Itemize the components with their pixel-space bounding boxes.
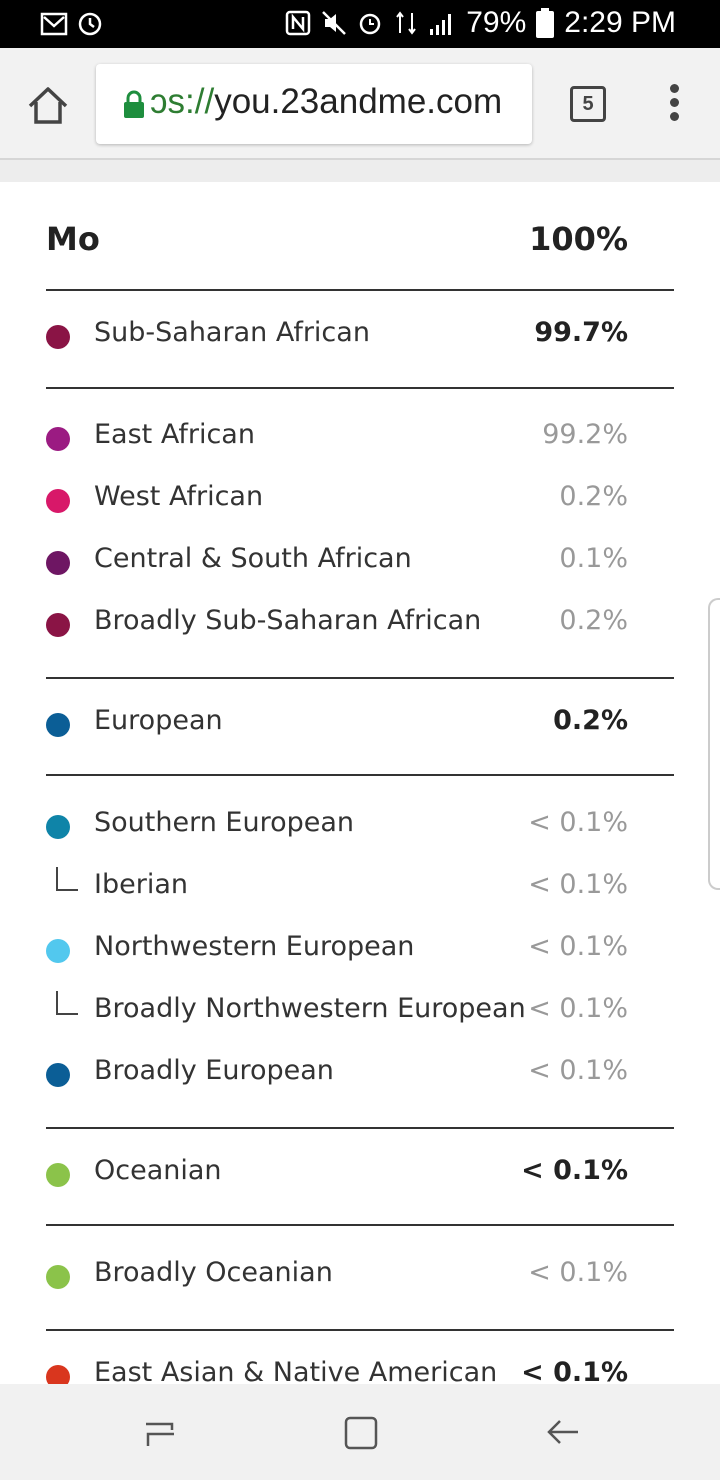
ancestry-label: Broadly European xyxy=(94,1055,334,1086)
ancestry-row-northwestern-european[interactable]: Northwestern European < 0.1% xyxy=(46,921,674,983)
ancestry-row-central-south-african[interactable]: Central & South African 0.1% xyxy=(46,533,674,595)
system-nav-bar xyxy=(0,1384,720,1480)
divider xyxy=(46,1127,674,1129)
ancestry-row-east-asian-native-american[interactable]: East Asian & Native American < 0.1% xyxy=(46,1347,674,1386)
ancestry-percent: < 0.1% xyxy=(528,1055,628,1086)
ancestry-label: West African xyxy=(94,481,264,512)
ancestry-row-broadly-oceanian[interactable]: Broadly Oceanian < 0.1% xyxy=(46,1247,674,1309)
ancestry-label: Northwestern European xyxy=(94,931,415,962)
ancestry-row-east-african[interactable]: East African 99.2% xyxy=(46,409,674,471)
ancestry-percent: < 0.1% xyxy=(528,807,628,838)
gmail-icon xyxy=(40,12,68,36)
status-bar: 79% 2:29 PM xyxy=(0,0,720,48)
ancestry-label: European xyxy=(94,705,223,736)
total-percent: 100% xyxy=(529,220,628,258)
ancestry-label: East Asian & Native American xyxy=(94,1357,498,1386)
color-dot-icon xyxy=(46,427,70,451)
url-host: you.23andme.com xyxy=(214,82,503,121)
color-dot-icon xyxy=(46,1365,70,1386)
mute-icon xyxy=(322,11,347,35)
ancestry-label: Broadly Sub-Saharan African xyxy=(94,605,482,636)
ancestry-percent: < 0.1% xyxy=(521,1155,628,1186)
ancestry-row-sub-saharan-african[interactable]: Sub-Saharan African 99.7% xyxy=(46,307,674,369)
ancestry-breakdown: Mo 100% Sub-Saharan African 99.7% East A… xyxy=(0,182,720,1386)
ancestry-label: Iberian xyxy=(94,869,188,900)
ancestry-row-broadly-sub-saharan-african[interactable]: Broadly Sub-Saharan African 0.2% xyxy=(46,595,674,657)
divider xyxy=(46,1224,674,1226)
battery-icon xyxy=(536,8,555,38)
sync-icon xyxy=(78,12,102,36)
ancestry-row-broadly-european[interactable]: Broadly European < 0.1% xyxy=(46,1045,674,1107)
url-bar[interactable]: ɔs://you.23andme.com xyxy=(96,64,532,144)
color-dot-icon xyxy=(46,489,70,513)
browser-toolbar: ɔs://you.23andme.com 5 xyxy=(0,48,720,160)
tab-switcher-button[interactable]: 5 xyxy=(570,86,606,122)
signal-icon xyxy=(430,14,452,35)
color-dot-icon xyxy=(46,1265,70,1289)
profile-name: Mo xyxy=(46,220,100,258)
ancestry-label: Broadly Oceanian xyxy=(94,1257,333,1288)
color-dot-icon xyxy=(46,939,70,963)
color-dot-icon xyxy=(46,325,70,349)
scroll-handle[interactable] xyxy=(708,598,720,890)
url-scheme: ɔs:// xyxy=(150,82,215,121)
divider xyxy=(46,677,674,679)
ancestry-label: Southern European xyxy=(94,807,355,838)
color-dot-icon xyxy=(46,713,70,737)
ancestry-percent: 99.2% xyxy=(542,419,628,450)
clock: 2:29 PM xyxy=(564,6,676,39)
color-dot-icon xyxy=(46,551,70,575)
ancestry-percent: 0.2% xyxy=(559,481,628,512)
ancestry-label: Oceanian xyxy=(94,1155,222,1186)
url-text: ɔs://you.23andme.com xyxy=(150,82,502,122)
divider xyxy=(46,774,674,776)
ancestry-percent: 99.7% xyxy=(534,317,628,348)
ancestry-row-broadly-northwestern-european[interactable]: Broadly Northwestern European < 0.1% xyxy=(46,983,674,1045)
ancestry-row-iberian[interactable]: Iberian < 0.1% xyxy=(46,859,674,921)
lock-icon xyxy=(124,90,144,118)
tree-branch-icon xyxy=(56,867,78,891)
ancestry-label: Broadly Northwestern European xyxy=(94,993,526,1024)
divider xyxy=(46,289,674,291)
ancestry-percent: < 0.1% xyxy=(528,931,628,962)
ancestry-label: Central & South African xyxy=(94,543,412,574)
ancestry-row-west-african[interactable]: West African 0.2% xyxy=(46,471,674,533)
ancestry-percent: < 0.1% xyxy=(528,869,628,900)
home-nav-icon[interactable] xyxy=(342,1412,382,1452)
ancestry-label: East African xyxy=(94,419,255,450)
ancestry-percent: 0.2% xyxy=(553,705,628,736)
ancestry-percent: 0.2% xyxy=(559,605,628,636)
ancestry-label: Sub-Saharan African xyxy=(94,317,370,348)
color-dot-icon xyxy=(46,1063,70,1087)
lte-icon xyxy=(396,11,417,35)
nfc-icon xyxy=(285,10,311,36)
divider xyxy=(46,387,674,389)
alarm-icon xyxy=(359,13,381,35)
color-dot-icon xyxy=(46,1163,70,1187)
home-icon[interactable] xyxy=(26,84,70,128)
color-dot-icon xyxy=(46,613,70,637)
overflow-menu-icon[interactable] xyxy=(664,84,684,128)
battery-percent: 79% xyxy=(466,6,527,39)
back-icon[interactable] xyxy=(544,1412,584,1452)
ancestry-percent: < 0.1% xyxy=(528,1257,628,1288)
recent-apps-icon[interactable] xyxy=(140,1412,180,1452)
tree-branch-icon xyxy=(56,991,78,1015)
ancestry-row-oceanian[interactable]: Oceanian < 0.1% xyxy=(46,1145,674,1207)
ancestry-row-european[interactable]: European 0.2% xyxy=(46,695,674,757)
ancestry-row-southern-european[interactable]: Southern European < 0.1% xyxy=(46,797,674,859)
divider xyxy=(46,1329,674,1331)
color-dot-icon xyxy=(46,815,70,839)
ancestry-percent: < 0.1% xyxy=(528,993,628,1024)
ancestry-percent: 0.1% xyxy=(559,543,628,574)
ancestry-percent: < 0.1% xyxy=(521,1357,628,1386)
